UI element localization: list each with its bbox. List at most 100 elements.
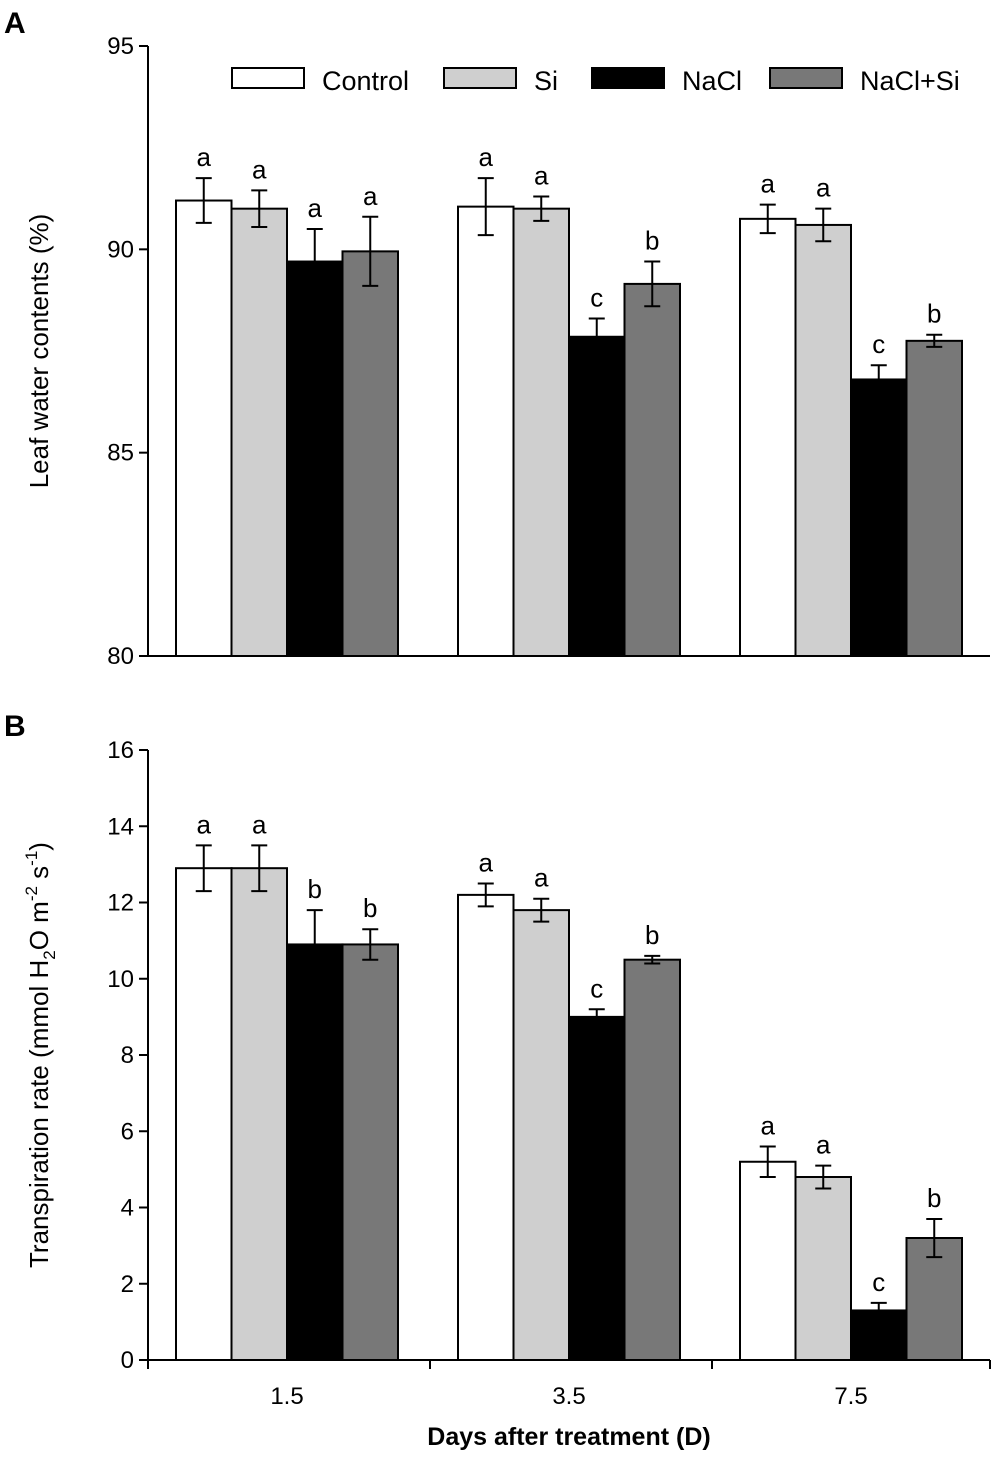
panel-a-error-bar-nacl-si-7-5 (926, 333, 943, 348)
panel-b-significance-label-nacl-7-5: c (872, 1267, 885, 1297)
panel-b-error-bar-si-7-5 (815, 1164, 832, 1190)
panel-a-error-bar-nacl-7-5 (870, 364, 887, 395)
legend-swatch-control (231, 67, 305, 89)
panel-a-bar-si-3-5 (512, 207, 570, 658)
panel-b-significance-label-control-7-5: a (761, 1111, 776, 1141)
panel-a-y-tick-label: 95 (107, 33, 134, 60)
panel-b-y-axis-label: Transpiration rate (mmol H2O m-2 s-1) (22, 842, 59, 1268)
legend-swatch-si (443, 67, 517, 89)
panel-a-significance-label-si-7-5: a (816, 173, 831, 203)
panel-b-bar-control-1-5 (175, 867, 233, 1361)
panel-a-bars: a a a a a a a c c a b b (175, 142, 963, 658)
panel-a-bar-nacl-7-5 (850, 378, 908, 657)
panel-a-bar-control-3-5 (457, 205, 515, 657)
panel-a-bar-nacl-3-5 (568, 335, 626, 657)
panel-b-significance-label-nacl-3-5: c (590, 973, 603, 1003)
panel-b-significance-label-si-7-5: a (816, 1130, 831, 1160)
panel-b-error-bar-nacl-7-5 (870, 1301, 887, 1320)
panel-a-bar-nacl-si-3-5 (623, 282, 681, 657)
panel-b-error-bar-nacl-3-5 (588, 1008, 605, 1026)
panel-a-error-bar-control-7-5 (759, 203, 776, 235)
legend-swatch-nacl-si (769, 67, 843, 89)
panel-a-letter: A (4, 7, 26, 40)
panel-b-error-bar-si-3-5 (533, 897, 550, 923)
panel-b-significance-label-nacl-si-7-5: b (927, 1183, 941, 1213)
panel-a-y-tick-label: 80 (107, 643, 134, 670)
legend: Control Si NaCl NaCl+Si (231, 66, 960, 96)
panel-b-bars: a a a a a a b c c b b b (175, 809, 963, 1361)
panel-a-error-bar-control-1-5 (195, 177, 212, 224)
panel-a-error-bar-nacl-si-1-5 (362, 215, 379, 287)
panel-b-significance-label-control-1-5: a (197, 809, 212, 839)
panel-a-significance-label-control-1-5: a (197, 142, 212, 172)
panel-b-bar-si-7-5 (794, 1176, 852, 1361)
panel-a-significance-label-si-3-5: a (534, 160, 549, 190)
panel-b-letter: B (4, 710, 26, 743)
panel-a-error-bar-nacl-si-3-5 (644, 260, 661, 308)
panel-a-y-tick-label: 90 (107, 236, 134, 263)
panel-b-bar-nacl-1-5 (286, 943, 344, 1361)
panel-a-significance-label-nacl-7-5: c (872, 329, 885, 359)
panel-a-error-bar-si-1-5 (251, 189, 268, 228)
panel-b-error-bar-nacl-si-7-5 (926, 1217, 943, 1259)
x-category-labels: 1.5 3.5 7.5 (270, 1383, 867, 1410)
panel-b-y-tick-label: 0 (121, 1347, 134, 1374)
panel-b-significance-label-nacl-si-3-5: b (645, 920, 659, 950)
panel-a-significance-label-si-1-5: a (252, 154, 267, 184)
panel-a-axes: 80 85 90 95 (107, 33, 990, 670)
panel-a-bar-nacl-1-5 (286, 260, 344, 657)
panel-b-y-tick-label: 2 (121, 1271, 134, 1298)
panel-b-bar-nacl-3-5 (568, 1015, 626, 1361)
x-tick-label-1-5: 1.5 (270, 1383, 303, 1410)
panel-a-bar-nacl-si-7-5 (905, 339, 963, 657)
panel-a-significance-label-nacl-1-5: a (308, 193, 323, 223)
panel-a-error-bar-control-3-5 (477, 177, 494, 237)
panel-b-axes: 0 2 4 6 8 10 12 14 16 (107, 737, 991, 1374)
panel-a-bar-si-1-5 (230, 207, 288, 658)
legend-label-nacl: NaCl (682, 66, 742, 96)
panel-a-bar-si-7-5 (794, 223, 852, 658)
panel-a: A a a a a a a a c c a b b 80 85 90 95 Leaf water conte… (4, 7, 990, 670)
panel-a-significance-label-nacl-si-1-5: a (363, 181, 378, 211)
panel-a-bar-control-1-5 (175, 199, 233, 658)
panel-b-error-bar-control-7-5 (759, 1145, 776, 1178)
legend-label-si: Si (534, 66, 558, 96)
panel-a-significance-label-control-7-5: a (761, 169, 776, 199)
panel-b-significance-label-control-3-5: a (479, 847, 494, 877)
panel-b-significance-label-nacl-1-5: b (308, 874, 322, 904)
panel-b-error-bar-nacl-si-1-5 (362, 928, 379, 961)
panel-b-y-tick-label: 4 (121, 1195, 134, 1222)
panel-b-bar-nacl-si-1-5 (341, 943, 399, 1361)
panel-a-error-bar-si-7-5 (815, 207, 832, 243)
legend-swatch-nacl (591, 67, 665, 89)
panel-b-y-tick-label: 6 (121, 1118, 134, 1145)
x-tick-label-3-5: 3.5 (552, 1383, 585, 1410)
panel-b-y-tick-label: 14 (107, 813, 134, 840)
x-tick-label-7-5: 7.5 (834, 1383, 867, 1410)
panel-b-error-bar-si-1-5 (251, 844, 268, 893)
panel-b-error-bar-control-3-5 (477, 882, 494, 908)
panel-a-significance-label-nacl-si-7-5: b (927, 299, 941, 329)
panel-a-bar-control-7-5 (739, 217, 797, 657)
panel-b-y-tick-label: 16 (107, 737, 134, 764)
panel-a-significance-label-nacl-3-5: c (590, 282, 603, 312)
panel-b-bar-nacl-si-3-5 (623, 958, 681, 1361)
panel-a-significance-label-control-3-5: a (479, 142, 494, 172)
panel-b-bar-control-3-5 (457, 893, 515, 1361)
panel-a-y-axis-label: Leaf water contents (%) (24, 214, 54, 489)
panel-a-bar-nacl-si-1-5 (341, 250, 399, 657)
panel-b-significance-label-si-3-5: a (534, 863, 549, 893)
panel-b-significance-label-nacl-si-1-5: b (363, 893, 377, 923)
panel-b-y-tick-label: 8 (121, 1042, 134, 1069)
legend-label-control: Control (322, 66, 409, 96)
panel-b-y-tick-label: 12 (107, 890, 134, 917)
panel-a-y-tick-label: 85 (107, 440, 134, 467)
panel-b-bar-si-3-5 (512, 909, 570, 1361)
panel-b-bar-control-7-5 (739, 1160, 797, 1361)
panel-a-error-bar-nacl-1-5 (306, 228, 323, 296)
panel-b-error-bar-control-1-5 (195, 844, 212, 893)
panel-a-error-bar-nacl-3-5 (588, 317, 605, 357)
panel-a-error-bar-si-3-5 (533, 195, 550, 222)
legend-label-nacl-si: NaCl+Si (860, 66, 960, 96)
